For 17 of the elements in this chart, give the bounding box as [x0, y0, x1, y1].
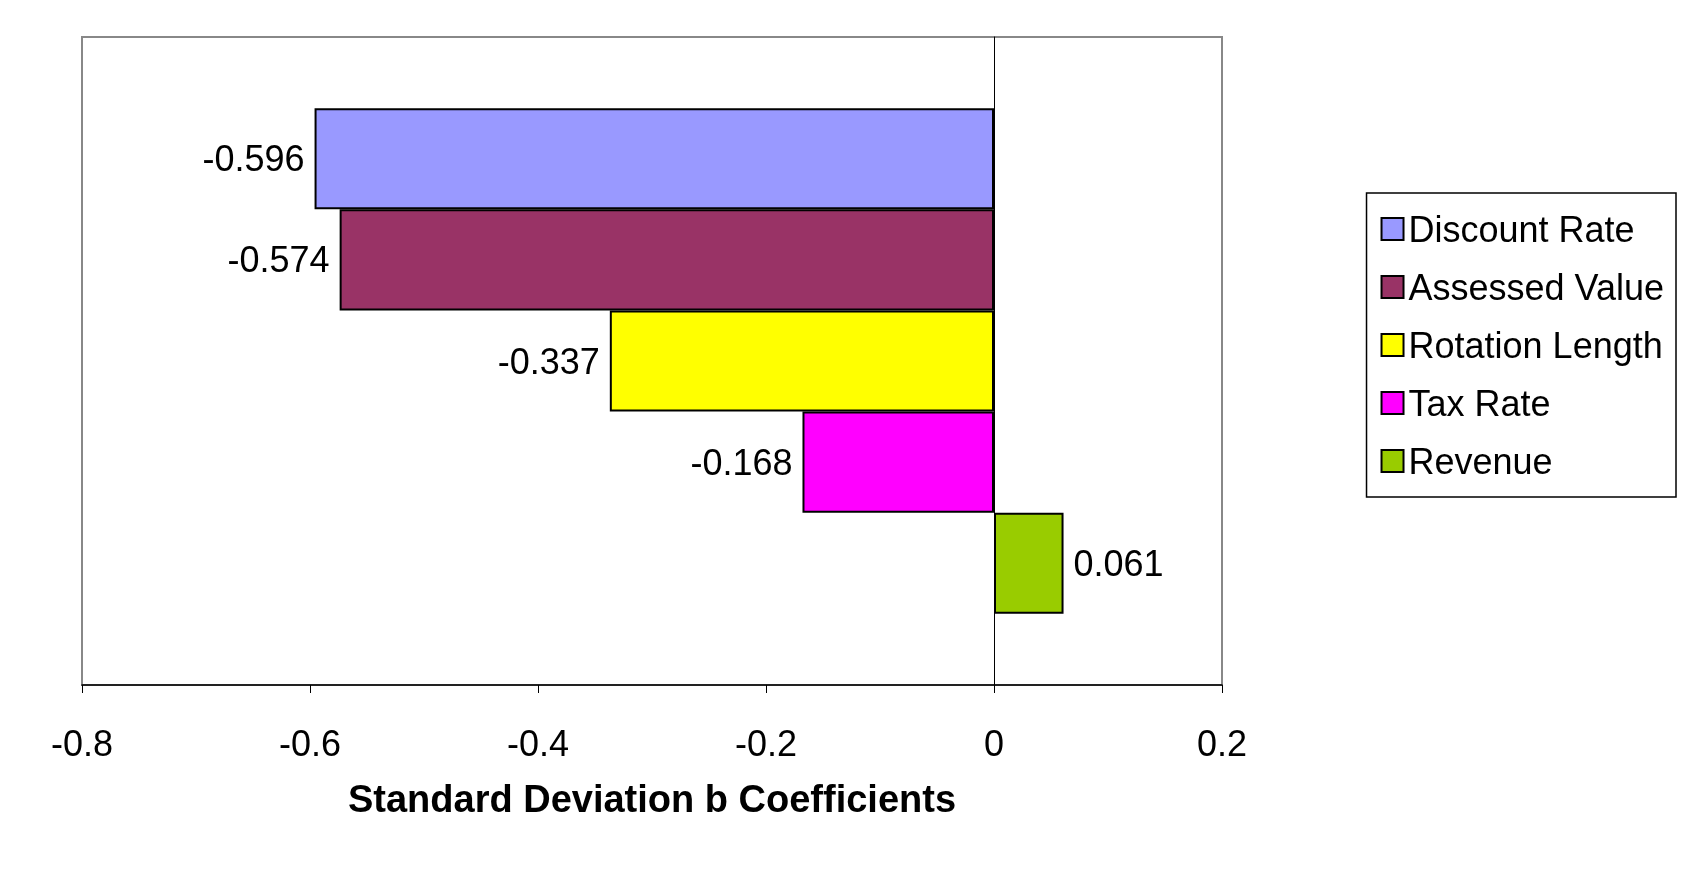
legend-label: Discount Rate [1408, 208, 1635, 250]
data-label: -0.337 [497, 340, 600, 382]
x-tick-label: -0.6 [278, 722, 342, 764]
data-label: -0.168 [690, 441, 793, 483]
legend-label: Tax Rate [1408, 382, 1551, 424]
data-label: -0.596 [202, 138, 305, 180]
x-tick-label: 0.2 [1196, 722, 1248, 764]
data-label: -0.574 [227, 239, 330, 281]
x-tick-label: -0.4 [506, 722, 570, 764]
x-tick-label: 0 [983, 722, 1005, 764]
x-tick-label: -0.8 [50, 722, 114, 764]
legend-label: Assessed Value [1408, 266, 1664, 308]
legend-label: Revenue [1408, 440, 1553, 482]
legend-label: Rotation Length [1408, 324, 1663, 366]
x-tick-label: -0.2 [734, 722, 798, 764]
data-label: 0.061 [1073, 542, 1164, 584]
x-axis-title: Standard Deviation b Coefficients [347, 778, 957, 820]
